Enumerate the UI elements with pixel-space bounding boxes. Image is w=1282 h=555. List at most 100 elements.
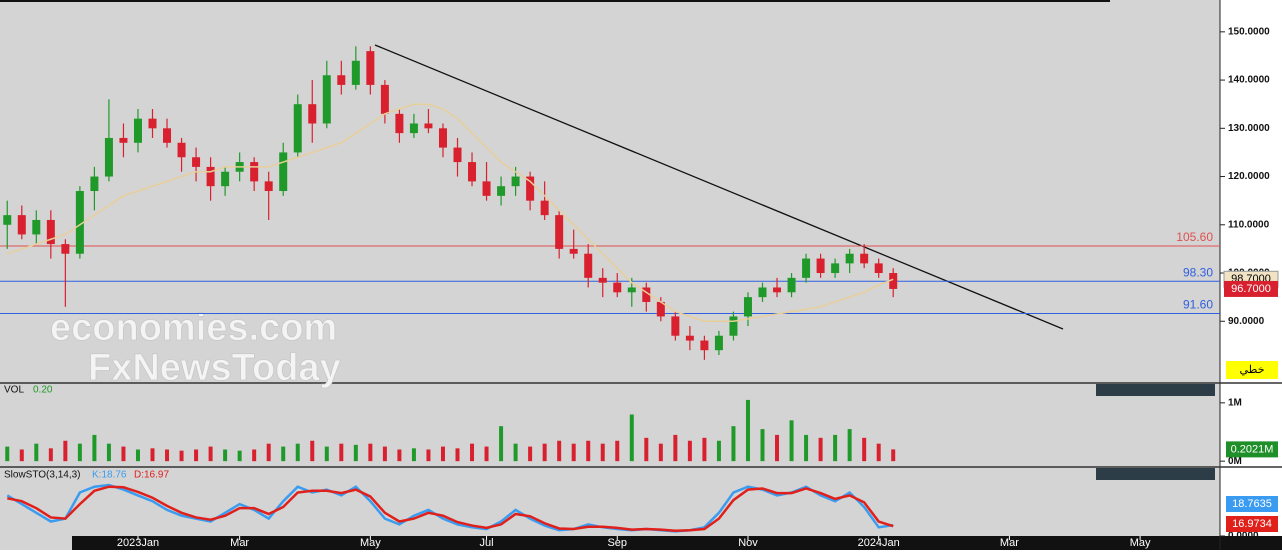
y-tick-label: 140.0000 (1228, 75, 1270, 86)
candle-body (889, 273, 898, 289)
candle-body (540, 200, 549, 216)
volume-bar (818, 437, 823, 462)
volume-bar (571, 443, 576, 462)
volume-bar (600, 443, 605, 462)
candle-body (613, 282, 622, 293)
volume-bar (775, 434, 780, 462)
panel-toolbar[interactable] (1096, 384, 1215, 396)
candle-body (569, 248, 578, 254)
level-label: 105.60 (1176, 230, 1213, 244)
candle-body (526, 176, 535, 201)
y-tick-label: 110.0000 (1228, 219, 1270, 230)
price-tag (1224, 280, 1278, 297)
panel-title: VOL (4, 385, 24, 396)
y-tick-label: 90.0000 (1228, 316, 1265, 327)
candle-body (860, 253, 869, 264)
stoch-tag (1226, 516, 1278, 532)
candle-body (46, 219, 55, 245)
top-bar (0, 0, 1110, 2)
volume-bar (426, 449, 431, 462)
candle-body (133, 118, 142, 143)
candle-body (104, 137, 113, 177)
candle-body (729, 316, 738, 336)
x-tick-label: Nov (738, 537, 758, 549)
stoch-tag-label: 18.7635 (1232, 498, 1272, 510)
volume-bar (789, 420, 794, 462)
volume-bar (716, 440, 721, 462)
stoch-tag-label: 16.9734 (1232, 518, 1272, 530)
candle-body (61, 244, 70, 254)
y-tick-label: 1M (1228, 397, 1242, 408)
volume-bar (644, 437, 649, 462)
volume-bar (891, 449, 896, 462)
moving-average (7, 103, 894, 323)
volume-bar (673, 434, 678, 462)
level-label: 98.30 (1183, 265, 1213, 279)
volume-bar (455, 448, 460, 462)
volume-bar (397, 449, 402, 462)
volume-bar (324, 446, 329, 462)
volume-bar (150, 448, 155, 462)
volume-bar (557, 440, 562, 462)
volume-bar (135, 449, 140, 462)
candle-body (831, 263, 840, 274)
volume-bar (165, 449, 170, 462)
volume-bar (5, 446, 10, 462)
x-axis-bar (72, 536, 1282, 550)
candle-body (845, 253, 854, 264)
candle-body (685, 335, 694, 341)
candle-body (308, 104, 317, 124)
volume-bar (353, 444, 358, 462)
panel-toolbar[interactable] (1096, 468, 1215, 480)
candle-body (250, 162, 259, 182)
candle-body (874, 263, 883, 274)
y-tick-label: 0M (1228, 456, 1242, 467)
candle-body (758, 287, 767, 298)
volume-bar (629, 414, 634, 462)
candle-body (511, 176, 520, 187)
volume-bar (310, 440, 315, 462)
line-button[interactable] (1226, 361, 1278, 379)
candle-body (468, 162, 477, 182)
volume-bar (804, 434, 809, 462)
candle-body (700, 340, 709, 351)
x-tick-label: 2024Jan (858, 537, 900, 549)
volume-bar (833, 434, 838, 462)
candle-body (642, 287, 651, 302)
candle-body (671, 316, 680, 336)
plot-background (0, 0, 1220, 536)
x-tick-label: Sep (607, 537, 627, 549)
candle-body (163, 128, 172, 143)
volume-bar (252, 449, 257, 462)
volume-bar (19, 449, 24, 462)
candle-body (3, 215, 12, 225)
x-tick-label: May (360, 537, 381, 549)
candle-body (714, 335, 723, 351)
volume-bar (484, 446, 489, 462)
volume-bar (411, 448, 416, 462)
volume-bar (513, 443, 518, 462)
volume-bar (179, 450, 184, 462)
candle-body (627, 287, 636, 293)
candle-body (598, 277, 607, 283)
price-tag-label: 96.7000 (1231, 283, 1271, 295)
volume-bar (339, 443, 344, 462)
candle-body (206, 166, 215, 187)
candle-body (409, 123, 418, 134)
candle-body (264, 181, 273, 192)
candle-body (380, 84, 389, 114)
volume-bar (92, 434, 97, 462)
volume-bar (499, 426, 504, 462)
volume-bar (223, 449, 228, 462)
legend-entry: D:16.97 (134, 470, 169, 481)
volume-bar (368, 443, 373, 462)
candle-body (221, 171, 230, 187)
candle-body (351, 60, 360, 85)
volume-bar (106, 443, 111, 462)
volume-bar (542, 443, 547, 462)
candle-body (75, 191, 84, 254)
stoch-line (7, 485, 894, 533)
x-tick-label: 2023Jan (117, 537, 159, 549)
line-button-label[interactable]: خطي (1240, 364, 1265, 376)
volume-bar (876, 443, 881, 462)
